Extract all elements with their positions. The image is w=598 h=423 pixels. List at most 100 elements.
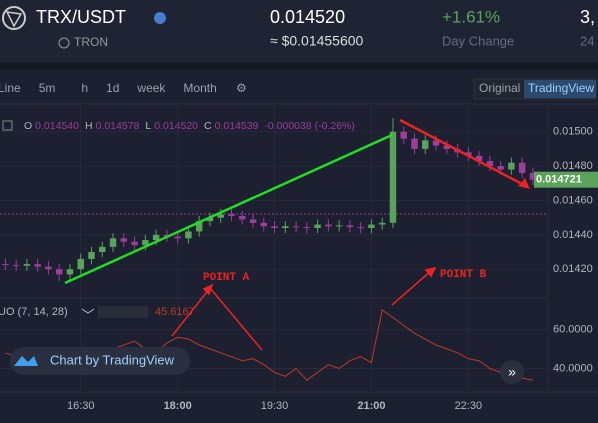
candle-body [443, 145, 451, 149]
candle-body [228, 214, 235, 216]
candle-body [99, 246, 106, 253]
candle-body [292, 226, 300, 228]
price: 0.014520 [270, 7, 345, 27]
legend: O 0.014540 H 0.014578 L 0.014520 C 0.014539 -0.0… [24, 120, 355, 132]
pair: TRX/USDT [36, 7, 126, 27]
toolbar-item[interactable]: Line [0, 81, 21, 95]
change: +1.61% [442, 7, 500, 26]
candle-body [239, 215, 246, 220]
trend-line [64, 133, 393, 285]
candle-body [368, 224, 375, 228]
candle-body [314, 224, 321, 228]
candle-body [45, 266, 52, 270]
scroll-icon: » [508, 364, 516, 380]
badge-text: Chart by TradingView [50, 352, 175, 367]
candle-body [411, 138, 418, 149]
candle-body [55, 269, 63, 275]
verified-icon[interactable] [154, 12, 166, 24]
annotation-arrows [171, 266, 437, 351]
candle-body [34, 264, 41, 267]
view-option[interactable]: TradingView [528, 81, 594, 95]
candle-body [508, 162, 515, 170]
osc-controls[interactable] [98, 306, 148, 318]
point-b: POINT B [440, 269, 487, 281]
osc-menu[interactable] [81, 308, 95, 314]
candle-body [335, 225, 343, 227]
scroll-button[interactable] [500, 360, 524, 384]
trend-arrow [399, 118, 527, 188]
candle-body [142, 240, 149, 246]
collapse-icon[interactable] [2, 120, 13, 131]
x-tick-label: 18:00 [164, 400, 192, 412]
candle-body [378, 222, 386, 225]
candle-body [486, 160, 494, 167]
candle-body [260, 222, 268, 227]
legend-diff: -0.000038 (-0.26%) [264, 120, 354, 132]
candle-body [2, 264, 9, 266]
osc-tick-label: 40.0000 [553, 362, 593, 374]
toolbar-item[interactable]: 5m [39, 81, 56, 95]
sep [0, 62, 598, 70]
x-tick-label: 19:30 [261, 400, 289, 412]
candle-body [120, 238, 128, 242]
candle-body [109, 238, 117, 247]
header-bg [0, 0, 598, 62]
info-icon[interactable] [58, 37, 70, 49]
toolbar-item[interactable]: h [81, 81, 88, 95]
candle-body [475, 155, 483, 161]
legend-h-val: 0.014578 [96, 120, 140, 132]
logo-mark [5, 11, 23, 28]
badge-logo [14, 356, 38, 366]
candle-body [346, 225, 354, 228]
y-tick-label: 0.01440 [553, 229, 593, 241]
candle-body [389, 131, 397, 223]
osc-current: 45.6167 [155, 306, 195, 318]
candle-body [88, 252, 95, 259]
osc-name: UO (7, 14, 28) [0, 306, 68, 318]
point-a: POINT A [203, 272, 250, 284]
candle-body [282, 226, 289, 228]
legend-o: O [24, 120, 32, 132]
change-label: Day Change [442, 33, 514, 48]
candle-body [77, 258, 84, 270]
x-tick-label: 22:30 [455, 400, 483, 412]
candle-body [303, 227, 311, 229]
candle-body [271, 226, 278, 228]
x-tick-label: 21:00 [357, 400, 385, 412]
candle-body [465, 152, 472, 156]
cut-label: 24 [580, 33, 594, 48]
x-tick-label: 16:30 [67, 400, 95, 412]
toolbar-item[interactable]: week [136, 81, 166, 95]
candle-body [195, 221, 203, 232]
badge[interactable] [10, 347, 190, 375]
candle-body [185, 231, 192, 239]
view-option[interactable]: Original [479, 81, 520, 95]
logo [2, 6, 26, 30]
legend-c-val: 0.014539 [215, 120, 259, 132]
candle-body [206, 217, 214, 222]
settings-icon: ⚙ [236, 81, 247, 95]
legend-c: C [204, 120, 212, 132]
toolbar: Line 5m h 1d week Month ⚙ Original TradingView [0, 78, 597, 100]
price-tag [534, 171, 598, 188]
candle-body [174, 236, 181, 239]
candle-body [12, 264, 20, 266]
candle-body [131, 241, 138, 246]
candle-body [152, 234, 160, 241]
legend-h: H [85, 120, 93, 132]
y-tick-label: 0.01420 [553, 263, 593, 275]
cut-value: 3, [580, 7, 595, 27]
candle-body [432, 140, 440, 146]
candle-body [249, 219, 257, 223]
toolbar-item[interactable]: Month [183, 81, 216, 95]
legend-l-val: 0.014520 [154, 120, 198, 132]
coin: TRON [74, 35, 108, 49]
candle-body [529, 173, 537, 180]
price-tag-label: 0.014721 [536, 174, 582, 186]
candle-body [400, 131, 407, 139]
toolbar-item[interactable]: 1d [106, 81, 119, 95]
y-tick-label: 0.01500 [553, 126, 593, 138]
price-usd: ≈ $0.01455600 [270, 33, 364, 49]
candle-body [518, 162, 526, 174]
